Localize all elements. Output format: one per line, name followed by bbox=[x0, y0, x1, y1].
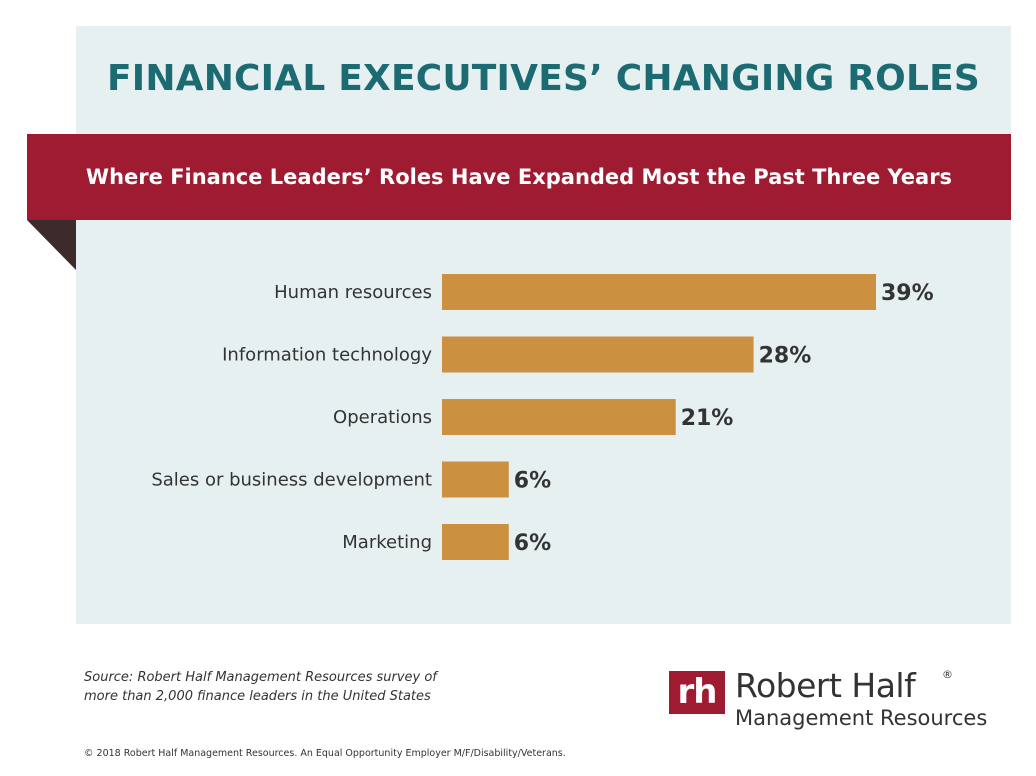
ribbon-fold bbox=[27, 220, 76, 270]
bar bbox=[442, 336, 754, 373]
chart-subtitle: Where Finance Leaders’ Roles Have Expand… bbox=[85, 165, 953, 189]
category-label: Human resources bbox=[274, 282, 432, 303]
robert-half-logo: rh Robert Half ® Management Resources bbox=[669, 666, 1009, 738]
bar bbox=[442, 524, 509, 560]
value-label: 21% bbox=[681, 406, 734, 431]
source-line-2: more than 2,000 finance leaders in the U… bbox=[84, 689, 431, 704]
logo-mark: rh bbox=[669, 671, 725, 714]
registered-mark: ® bbox=[942, 668, 953, 681]
value-label: 6% bbox=[514, 531, 551, 556]
subtitle-ribbon: Where Finance Leaders’ Roles Have Expand… bbox=[27, 134, 1011, 220]
source-note: Source: Robert Half Management Resources… bbox=[84, 668, 504, 706]
value-label: 28% bbox=[759, 344, 812, 369]
source-line-1: Source: Robert Half Management Resources… bbox=[84, 670, 437, 685]
logo-name: Robert Half bbox=[735, 666, 916, 705]
bar bbox=[442, 461, 509, 498]
category-label: Operations bbox=[333, 407, 432, 428]
chart-panel bbox=[76, 26, 1011, 624]
category-label: Information technology bbox=[222, 345, 432, 366]
value-label: 6% bbox=[514, 469, 551, 494]
bar bbox=[442, 274, 876, 310]
category-label: Sales or business development bbox=[151, 470, 432, 491]
logo-subtitle: Management Resources bbox=[735, 706, 988, 730]
value-label: 39% bbox=[881, 281, 934, 306]
page-title: FINANCIAL EXECUTIVES’ CHANGING ROLES bbox=[106, 58, 981, 99]
category-label: Marketing bbox=[342, 532, 432, 553]
copyright-footer: © 2018 Robert Half Management Resources.… bbox=[84, 748, 566, 759]
bar bbox=[442, 399, 676, 435]
